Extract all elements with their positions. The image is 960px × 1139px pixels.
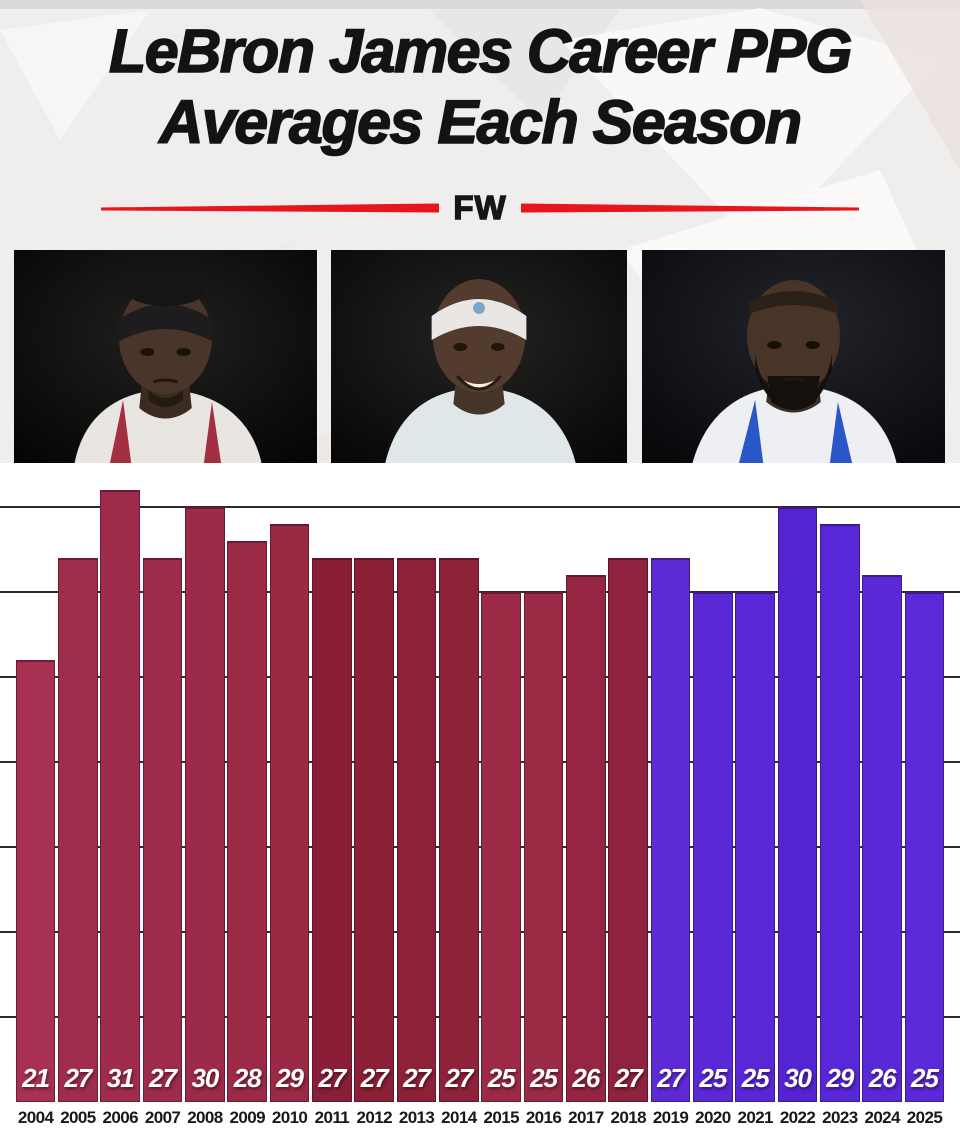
photo-lebron-white-headband-smiling	[331, 250, 627, 463]
bar-value-label: 26	[868, 1063, 897, 1093]
year-label-2016: 2016	[525, 1108, 562, 1127]
photo-lebron-lakers-bearded	[642, 250, 945, 463]
bar-2008: 30	[185, 507, 225, 1102]
bar-2024: 26	[862, 575, 902, 1102]
year-label-2006: 2006	[102, 1108, 139, 1127]
bar-value-label: 25	[487, 1063, 516, 1093]
gridline-20	[0, 676, 960, 678]
year-label-2017: 2017	[568, 1108, 604, 1127]
year-label-2022: 2022	[779, 1108, 816, 1127]
year-label-2019: 2019	[652, 1108, 689, 1127]
photo-lebron-young-cavs-black-headband	[14, 250, 317, 463]
year-label-2025: 2025	[906, 1108, 943, 1127]
bar-value-label: 25	[530, 1063, 558, 1093]
title-line-1: LeBron James Career PPG	[108, 16, 853, 86]
bar-value-label: 28	[233, 1063, 262, 1093]
year-label-2014: 2014	[441, 1108, 477, 1127]
gridline-0	[0, 1016, 960, 1018]
bar-2021: 25	[735, 592, 775, 1102]
bar-2011: 27	[312, 558, 352, 1102]
year-label-2021: 2021	[737, 1108, 773, 1127]
bar-value-label: 29	[276, 1063, 304, 1093]
bar-2023: 29	[820, 524, 860, 1102]
brand-divider: FW	[0, 188, 960, 228]
year-label-2009: 2009	[229, 1108, 266, 1127]
bar-value-label: 31	[106, 1063, 135, 1093]
bar-2022: 30	[777, 507, 818, 1102]
bar-value-label: 27	[318, 1063, 346, 1093]
year-label-2011: 2011	[314, 1108, 350, 1127]
year-label-2010: 2010	[271, 1108, 308, 1127]
gridline-10	[0, 846, 960, 848]
bar-value-label: 29	[826, 1063, 854, 1093]
red-line-left-icon	[101, 203, 440, 213]
bar-2004: 21	[15, 660, 56, 1102]
bar-2007: 27	[142, 558, 183, 1102]
bar-value-label: 26	[572, 1063, 600, 1093]
year-label-2024: 2024	[864, 1108, 900, 1127]
year-label-2004: 2004	[17, 1108, 54, 1127]
bar-2012: 27	[354, 558, 395, 1102]
ppg-bar-chart: 21 27 31 27 30 28 29 27 27 27 27 25 25 26 27 27 25 25 30 29…	[0, 463, 960, 1139]
bar-value-label: 25	[911, 1063, 939, 1093]
bar-2015: 25	[481, 592, 522, 1102]
gridline-5	[0, 931, 960, 933]
bar-2017: 26	[566, 575, 606, 1102]
gridline-25	[0, 591, 960, 593]
page-title: LeBron James Career PPG Averages Each Se…	[0, 16, 960, 158]
year-label-2005: 2005	[60, 1108, 96, 1127]
year-label-2023: 2023	[822, 1108, 858, 1127]
bar-2020: 25	[693, 592, 733, 1102]
bar-2016: 25	[523, 592, 564, 1102]
year-label-2020: 2020	[695, 1108, 731, 1127]
bar-value-label: 27	[64, 1063, 92, 1093]
bar-2019: 27	[650, 558, 691, 1102]
bar-value-label: 27	[360, 1063, 389, 1093]
bar-2009: 28	[227, 541, 268, 1102]
bar-2014: 27	[439, 558, 479, 1102]
brand-logo-fw: FW	[453, 188, 507, 226]
bar-2010: 29	[269, 524, 310, 1102]
gridline-30	[0, 506, 960, 508]
bar-value-label: 30	[191, 1063, 219, 1093]
title-line-2: Averages Each Season	[159, 87, 803, 157]
bar-2025: 25	[904, 592, 945, 1102]
bar-value-label: 27	[614, 1063, 643, 1093]
header: LeBron James Career PPG Averages Each Se…	[0, 0, 960, 472]
year-label-2008: 2008	[187, 1108, 223, 1127]
year-label-2012: 2012	[356, 1108, 393, 1127]
gridline-15	[0, 761, 960, 763]
bar-value-label: 25	[741, 1063, 770, 1093]
year-label-2015: 2015	[483, 1108, 520, 1127]
bar-value-label: 27	[149, 1063, 177, 1093]
bar-value-label: 30	[784, 1063, 812, 1093]
bar-value-label: 27	[403, 1063, 431, 1093]
bar-value-label: 25	[699, 1063, 727, 1093]
bar-2005: 27	[58, 558, 98, 1102]
bar-2018: 27	[608, 558, 648, 1102]
bar-2006: 31	[100, 490, 141, 1102]
red-line-right-icon	[520, 203, 859, 213]
year-label-2007: 2007	[144, 1108, 181, 1127]
year-label-2018: 2018	[610, 1108, 647, 1127]
bar-value-label: 21	[22, 1063, 50, 1093]
bar-2013: 27	[396, 558, 437, 1102]
bar-value-label: 27	[657, 1063, 685, 1093]
bar-value-label: 27	[445, 1063, 473, 1093]
year-label-2013: 2013	[398, 1108, 435, 1127]
